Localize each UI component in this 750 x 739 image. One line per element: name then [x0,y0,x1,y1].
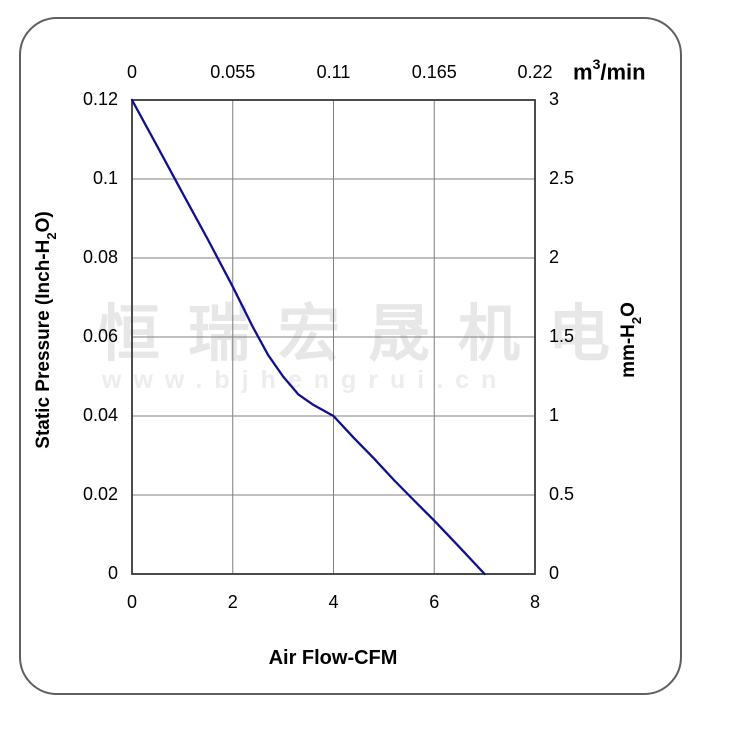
y-right-title-suffix: O [618,302,640,317]
x-top-tick: 0.22 [517,62,553,82]
y-right-tick: 1.5 [549,326,575,347]
y-left-axis-title: Static Pressure (Inch-H2O) [33,211,59,449]
x-axis-title: Air Flow-CFM [268,647,398,669]
y-right-axis-title: mm-H2O [618,302,644,378]
unit-superscript: 3 [592,56,601,72]
x-bottom-tick: 4 [328,592,339,612]
y-right-tick: 3 [549,89,560,110]
y-left-tick: 0.1 [92,168,118,189]
unit-suffix: /min [600,59,646,85]
y-right-tick: 2 [549,247,560,268]
x-bottom-tick: 8 [529,592,541,612]
y-left-tick: 0.08 [82,247,118,268]
plot-frame [131,99,536,575]
y-right-title-subscript: 2 [628,316,644,325]
y-left-title-prefix: Static Pressure (Inch-H [33,239,55,449]
y-right-tick: 0 [549,563,560,584]
x-top-tick: 0.055 [210,62,256,82]
y-left-tick: 0.02 [82,484,118,505]
x-bottom-tick: 6 [429,592,440,612]
y-left-tick: 0.12 [82,89,118,110]
y-left-tick: 0 [107,563,118,584]
x-bottom-tick: 2 [227,592,238,612]
y-left-tick: 0.06 [82,326,118,347]
x-top-tick: 0 [126,62,138,82]
watermark-chinese-text: 恒瑞宏晟机电 [98,300,639,369]
y-right-tick: 0.5 [549,484,575,505]
y-right-title-prefix: mm-H [618,324,640,378]
pressure-airflow-curve [130,98,486,576]
x-top-tick: 0.11 [316,62,351,82]
x-top-tick: 0.165 [411,62,457,82]
chart-outer-border [19,17,682,695]
y-left-title-suffix: O) [33,211,55,233]
x-top-axis-unit: m3/min [573,56,646,85]
y-left-title-subscript: 2 [43,232,59,240]
watermark-website-text: www.bjhengrui.cn [102,366,509,394]
y-right-tick: 2.5 [549,168,575,189]
y-right-tick: 1 [549,405,560,426]
unit-prefix: m [573,59,593,85]
x-bottom-tick: 0 [126,592,138,612]
y-left-tick: 0.04 [82,405,118,426]
